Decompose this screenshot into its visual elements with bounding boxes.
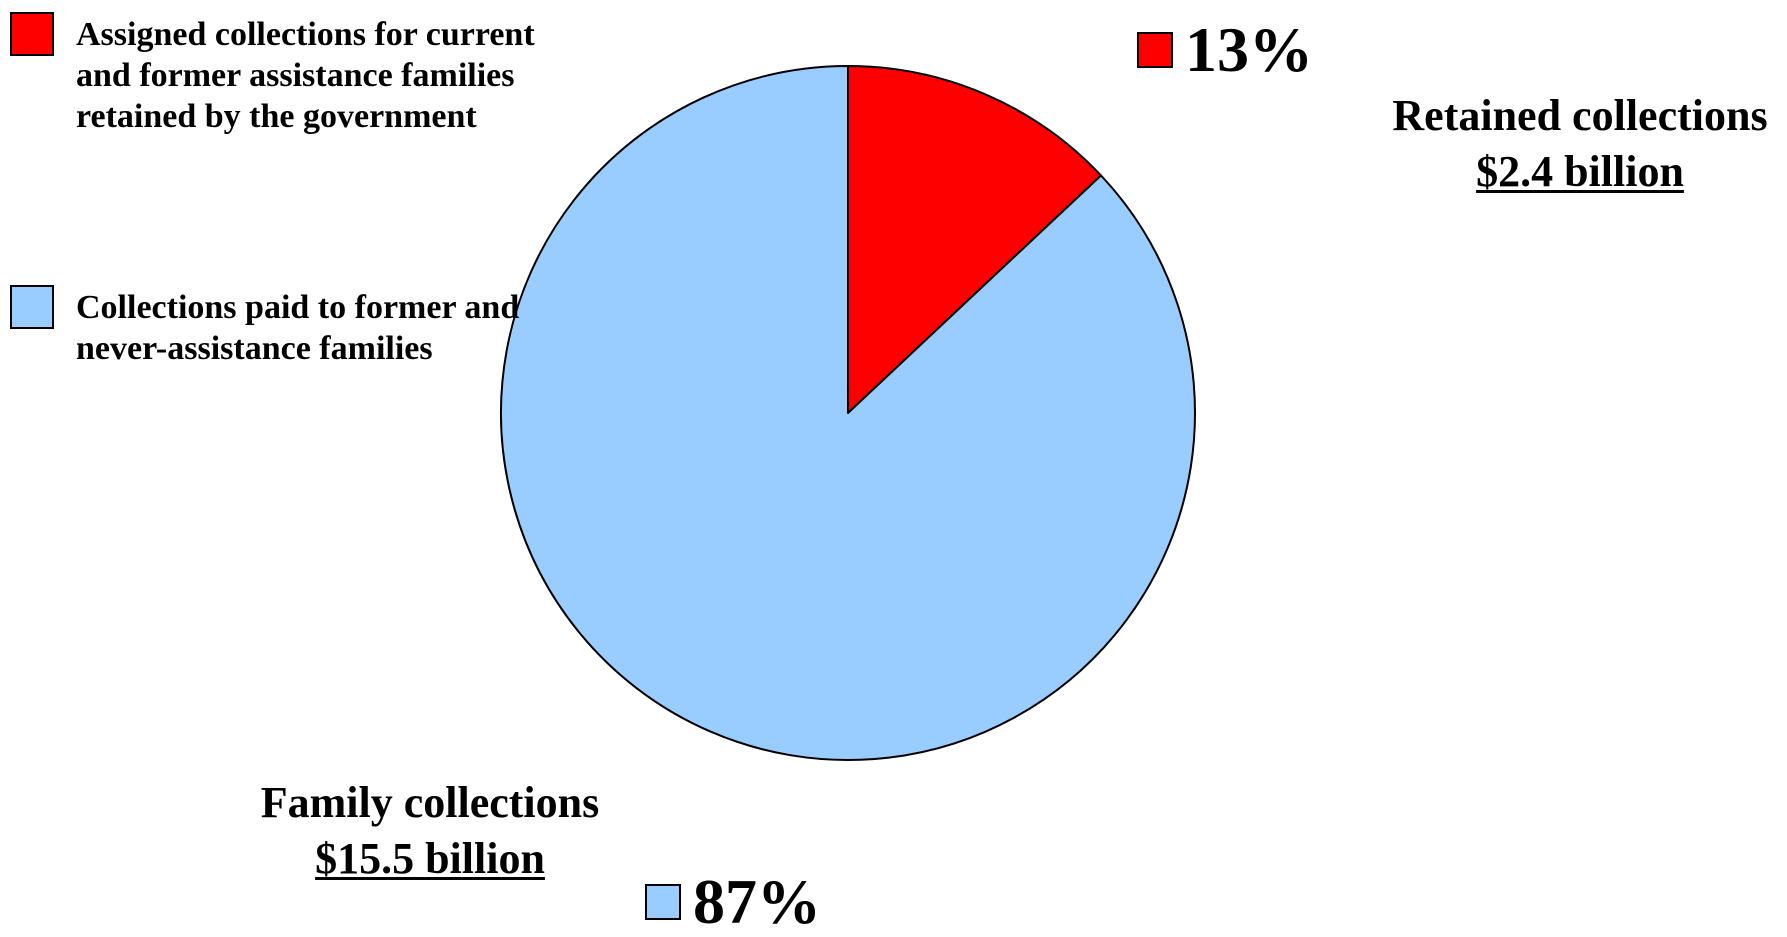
legend-label-retained: Assigned collections for current and for…: [76, 16, 535, 135]
legend-swatch-retained: [10, 12, 54, 56]
slice-amount-family: $15.5 billion: [315, 834, 545, 883]
legend-item-family: Collections paid to former and never-ass…: [10, 285, 596, 369]
percent-label-retained: 13%: [1137, 18, 1313, 82]
legend-swatch-family: [10, 285, 54, 329]
pie-slice-retained: [847, 65, 1102, 414]
slice-label-family: Family collections $15.5 billion: [220, 775, 640, 887]
percent-label-family: 87%: [645, 870, 821, 934]
legend-item-retained: Assigned collections for current and for…: [10, 12, 596, 137]
percent-swatch-family: [645, 884, 681, 920]
pie-slice-family: [500, 65, 1196, 761]
percent-swatch-retained: [1137, 32, 1173, 68]
slice-name-family: Family collections: [260, 778, 600, 827]
slice-name-retained: Retained collections: [1392, 91, 1768, 140]
slice-amount-retained: $2.4 billion: [1476, 147, 1684, 196]
slice-label-retained: Retained collections $2.4 billion: [1370, 88, 1787, 200]
percent-text-family: 87%: [693, 866, 821, 937]
legend-label-family: Collections paid to former and never-ass…: [76, 289, 520, 367]
percent-text-retained: 13%: [1185, 14, 1313, 85]
